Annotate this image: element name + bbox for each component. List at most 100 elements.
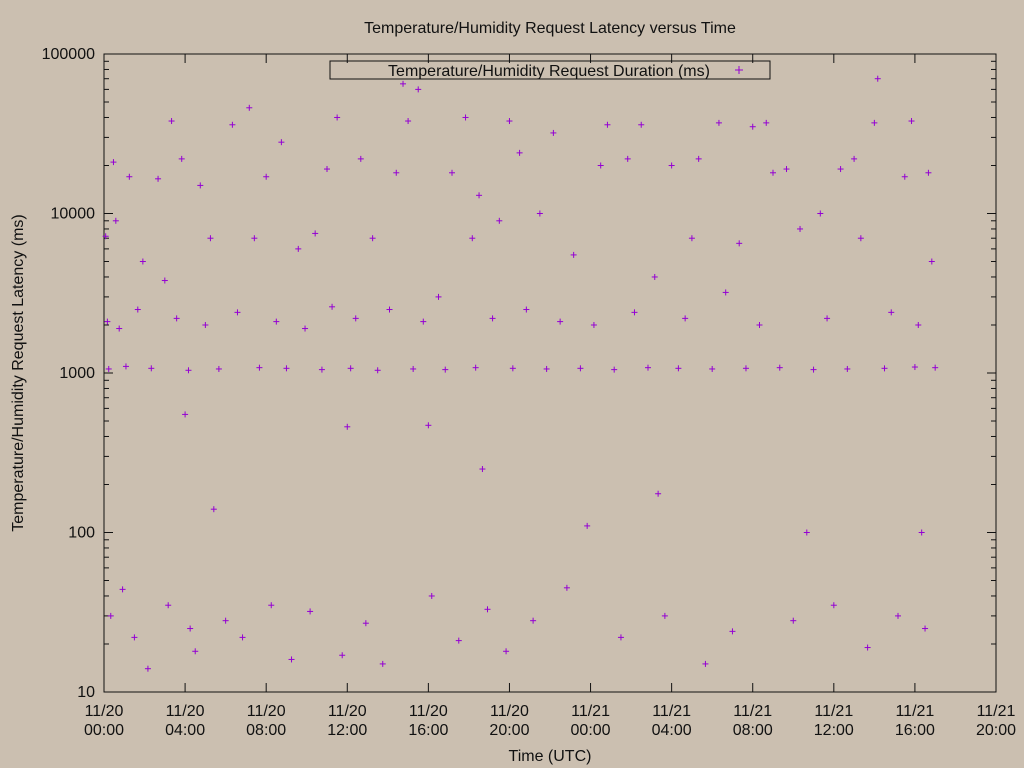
data-point bbox=[435, 293, 442, 300]
data-point bbox=[472, 364, 479, 371]
data-point bbox=[110, 159, 117, 166]
data-point bbox=[268, 602, 275, 609]
data-point bbox=[695, 155, 702, 162]
data-point bbox=[144, 665, 151, 672]
data-point bbox=[908, 118, 915, 125]
data-point bbox=[563, 584, 570, 591]
data-point bbox=[776, 364, 783, 371]
data-point bbox=[911, 364, 918, 371]
data-point bbox=[134, 306, 141, 313]
data-point bbox=[210, 506, 217, 513]
x-tick-date: 11/21 bbox=[652, 703, 691, 720]
data-point bbox=[165, 602, 172, 609]
x-tick-time: 00:00 bbox=[571, 722, 611, 739]
data-point bbox=[864, 644, 871, 651]
data-point bbox=[543, 365, 550, 372]
data-point bbox=[550, 129, 557, 136]
chart-title: Temperature/Humidity Request Latency ver… bbox=[364, 20, 736, 37]
data-point bbox=[803, 529, 810, 536]
data-point bbox=[590, 321, 597, 328]
data-point bbox=[273, 318, 280, 325]
data-point bbox=[496, 217, 503, 224]
x-tick-time: 00:00 bbox=[84, 722, 124, 739]
data-point bbox=[352, 315, 359, 322]
data-point bbox=[888, 309, 895, 316]
data-point bbox=[207, 235, 214, 242]
data-point bbox=[334, 114, 341, 121]
data-point bbox=[122, 363, 129, 370]
data-point bbox=[318, 366, 325, 373]
data-point bbox=[624, 155, 631, 162]
data-point bbox=[105, 365, 112, 372]
data-point bbox=[278, 139, 285, 146]
data-point bbox=[192, 648, 199, 655]
data-point bbox=[484, 606, 491, 613]
data-point bbox=[631, 309, 638, 316]
data-point bbox=[234, 309, 241, 316]
y-tick-label: 100 bbox=[68, 525, 95, 542]
data-point bbox=[675, 365, 682, 372]
x-tick-date: 11/21 bbox=[814, 703, 853, 720]
data-point bbox=[783, 166, 790, 173]
data-point bbox=[307, 608, 314, 615]
x-tick-time: 16:00 bbox=[895, 722, 935, 739]
data-point bbox=[584, 522, 591, 529]
data-point bbox=[756, 321, 763, 328]
x-axis: 11/20 00:00 11/20 04:00 11/20 08:00 11/20 12:00… bbox=[84, 54, 1016, 739]
data-point bbox=[173, 315, 180, 322]
data-point bbox=[393, 169, 400, 176]
data-point bbox=[715, 119, 722, 126]
data-point bbox=[386, 306, 393, 313]
data-point bbox=[922, 625, 929, 632]
data-point bbox=[449, 169, 456, 176]
data-point bbox=[611, 366, 618, 373]
data-point bbox=[155, 175, 162, 182]
y-axis: 10 100 1000 10000 100000 bbox=[42, 46, 996, 701]
data-point bbox=[895, 612, 902, 619]
data-point bbox=[379, 660, 386, 667]
data-point bbox=[536, 210, 543, 217]
data-point bbox=[530, 617, 537, 624]
data-point bbox=[182, 411, 189, 418]
data-point bbox=[185, 367, 192, 374]
data-point bbox=[851, 155, 858, 162]
data-point bbox=[107, 612, 114, 619]
data-point bbox=[462, 114, 469, 121]
data-point bbox=[161, 277, 168, 284]
data-point bbox=[901, 173, 908, 180]
x-tick-time: 08:00 bbox=[246, 722, 286, 739]
data-point bbox=[246, 104, 253, 111]
data-point bbox=[288, 656, 295, 663]
data-point bbox=[682, 315, 689, 322]
data-point bbox=[116, 325, 123, 332]
data-point bbox=[928, 258, 935, 265]
data-point bbox=[400, 80, 407, 87]
data-point bbox=[655, 490, 662, 497]
data-point bbox=[329, 303, 336, 310]
legend: Temperature/Humidity Request Duration (m… bbox=[329, 60, 771, 80]
x-tick-time: 08:00 bbox=[733, 722, 773, 739]
x-tick-time: 04:00 bbox=[652, 722, 692, 739]
data-point bbox=[410, 365, 417, 372]
data-point bbox=[668, 162, 675, 169]
data-point bbox=[503, 648, 510, 655]
data-point bbox=[604, 121, 611, 128]
data-point bbox=[824, 315, 831, 322]
data-point bbox=[222, 617, 229, 624]
data-point bbox=[428, 592, 435, 599]
data-point bbox=[178, 155, 185, 162]
data-point bbox=[702, 660, 709, 667]
data-point bbox=[197, 182, 204, 189]
legend-marker bbox=[735, 66, 743, 74]
x-tick-date: 11/20 bbox=[85, 703, 124, 720]
data-point bbox=[790, 617, 797, 624]
x-axis-label: Time (UTC) bbox=[509, 748, 592, 765]
scatter-points bbox=[102, 75, 939, 672]
legend-box bbox=[329, 60, 771, 80]
data-point bbox=[516, 149, 523, 156]
data-point bbox=[857, 235, 864, 242]
data-point bbox=[405, 118, 412, 125]
data-point bbox=[749, 123, 756, 130]
